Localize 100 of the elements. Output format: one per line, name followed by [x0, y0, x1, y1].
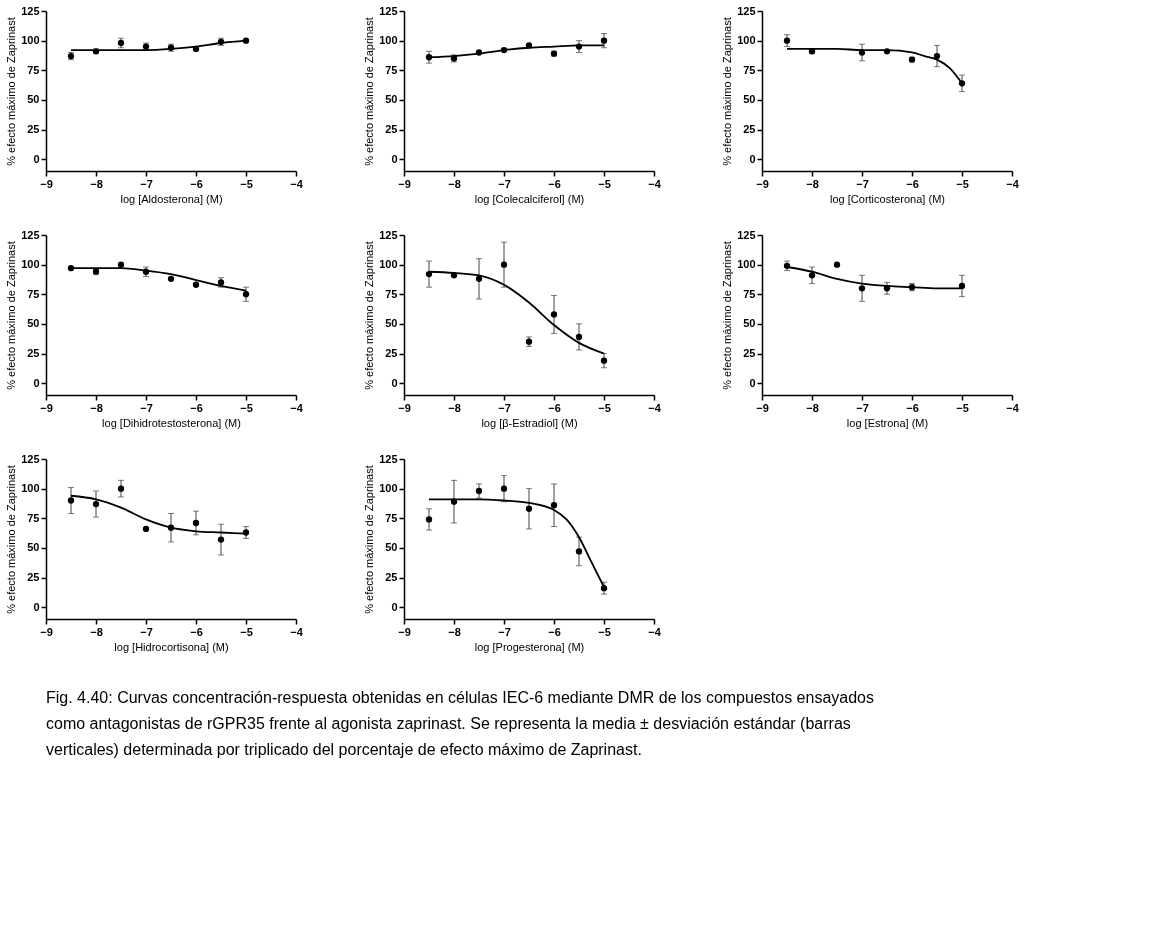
- y-tick-label: 125: [21, 452, 40, 465]
- y-tick-label: 100: [737, 258, 756, 271]
- x-axis-title: log [β-Estradiol] (M): [481, 416, 578, 429]
- y-tick-label: 125: [21, 228, 40, 241]
- y-tick-label: 125: [21, 4, 40, 17]
- y-tick-label: 50: [385, 93, 398, 106]
- x-tick-label: −9: [398, 401, 411, 414]
- y-tick-label: 50: [27, 317, 40, 330]
- x-tick-label: −5: [598, 177, 611, 190]
- y-axis-title: % efecto máximo de Zaprinast: [363, 465, 376, 614]
- y-tick-label: 50: [743, 93, 756, 106]
- x-tick-label: −9: [40, 401, 53, 414]
- x-tick-label: −6: [906, 401, 919, 414]
- x-tick-label: −8: [806, 177, 819, 190]
- x-tick-label: −4: [648, 625, 662, 638]
- y-tick-label: 75: [27, 511, 40, 524]
- x-axis-title: log [Aldosterona] (M): [120, 192, 223, 205]
- x-tick-label: −5: [240, 401, 253, 414]
- y-axis-title: % efecto máximo de Zaprinast: [721, 241, 734, 390]
- y-tick-label: 125: [379, 452, 398, 465]
- y-tick-label: 125: [737, 228, 756, 241]
- x-tick-label: −7: [498, 625, 511, 638]
- x-tick-label: −4: [290, 177, 304, 190]
- y-tick-label: 50: [385, 541, 398, 554]
- x-axis-title: log [Hidrocortisona] (M): [114, 640, 229, 653]
- x-tick-label: −7: [498, 177, 511, 190]
- x-tick-label: −5: [240, 177, 253, 190]
- x-tick-label: −5: [956, 401, 969, 414]
- y-axis-title: % efecto máximo de Zaprinast: [5, 241, 18, 390]
- x-tick-label: −7: [140, 177, 153, 190]
- x-tick-label: −8: [448, 177, 461, 190]
- x-tick-label: −9: [756, 177, 769, 190]
- y-tick-label: 75: [27, 63, 40, 76]
- y-tick-label: 75: [743, 63, 756, 76]
- x-tick-label: −7: [856, 401, 869, 414]
- x-tick-label: −9: [756, 401, 769, 414]
- y-tick-label: 0: [33, 376, 40, 389]
- y-tick-label: 100: [379, 34, 398, 47]
- x-tick-label: −6: [190, 401, 203, 414]
- y-tick-label: 0: [33, 152, 40, 165]
- x-tick-label: −7: [140, 625, 153, 638]
- x-axis-title: log [Estrona] (M): [846, 416, 929, 429]
- y-tick-label: 125: [379, 228, 398, 241]
- x-axis-title: log [Dihidrotestosterona] (M): [102, 416, 241, 429]
- x-tick-label: −6: [190, 177, 203, 190]
- x-tick-label: −7: [140, 401, 153, 414]
- y-tick-label: 25: [27, 347, 40, 360]
- x-tick-label: −8: [448, 401, 461, 414]
- y-tick-label: 75: [385, 511, 398, 524]
- y-tick-label: 50: [27, 541, 40, 554]
- y-axis-title: % efecto máximo de Zaprinast: [363, 241, 376, 390]
- x-tick-label: −4: [648, 177, 662, 190]
- caption: Fig. 4.40: Curvas concentración-respuesta obtenidas en células IEC-6 mediante DMR de los compuestos ensayados como antagonistas de rGPR35 frente al agonista zaprinast. Se representa la media ± desviación estándar (barras verticales) determinada por triplicado del porcentaje de efecto máximo de Zaprinast.: [46, 689, 874, 758]
- x-tick-label: −4: [1006, 401, 1020, 414]
- y-tick-label: 100: [21, 258, 40, 271]
- y-tick-label: 75: [385, 287, 398, 300]
- x-tick-label: −8: [806, 401, 819, 414]
- y-tick-label: 50: [27, 93, 40, 106]
- x-tick-label: −4: [1006, 177, 1020, 190]
- x-axis-title: log [Colecalciferol] (M): [474, 192, 585, 205]
- y-axis-title: % efecto máximo de Zaprinast: [5, 465, 18, 614]
- y-tick-label: 50: [385, 317, 398, 330]
- x-tick-label: −5: [956, 177, 969, 190]
- x-tick-label: −6: [548, 625, 561, 638]
- x-tick-label: −8: [90, 177, 103, 190]
- x-tick-label: −6: [548, 177, 561, 190]
- x-tick-label: −9: [398, 177, 411, 190]
- x-tick-label: −5: [598, 401, 611, 414]
- x-tick-label: −4: [648, 401, 662, 414]
- y-tick-label: 75: [385, 63, 398, 76]
- y-tick-label: 0: [749, 152, 756, 165]
- y-tick-label: 25: [743, 347, 756, 360]
- x-tick-label: −9: [40, 177, 53, 190]
- y-tick-label: 100: [21, 34, 40, 47]
- y-tick-label: 100: [379, 482, 398, 495]
- y-tick-label: 25: [27, 123, 40, 136]
- y-tick-label: 25: [385, 123, 398, 136]
- y-tick-label: 50: [743, 317, 756, 330]
- x-tick-label: −8: [448, 625, 461, 638]
- x-tick-label: −4: [290, 625, 304, 638]
- x-tick-label: −4: [290, 401, 304, 414]
- y-axis-title: % efecto máximo de Zaprinast: [5, 17, 18, 166]
- y-tick-label: 0: [749, 376, 756, 389]
- x-tick-label: −5: [240, 625, 253, 638]
- y-axis-title: % efecto máximo de Zaprinast: [363, 17, 376, 166]
- y-tick-label: 0: [391, 152, 398, 165]
- x-tick-label: −9: [398, 625, 411, 638]
- y-tick-label: 25: [27, 571, 40, 584]
- y-tick-label: 25: [385, 571, 398, 584]
- y-tick-label: 100: [737, 34, 756, 47]
- y-tick-label: 125: [737, 4, 756, 17]
- y-tick-label: 0: [391, 600, 398, 613]
- y-tick-label: 0: [33, 600, 40, 613]
- y-tick-label: 25: [743, 123, 756, 136]
- x-tick-label: −6: [906, 177, 919, 190]
- y-tick-label: 0: [391, 376, 398, 389]
- x-tick-label: −7: [856, 177, 869, 190]
- x-tick-label: −9: [40, 625, 53, 638]
- y-tick-label: 100: [21, 482, 40, 495]
- x-axis-title: log [Progesterona] (M): [474, 640, 585, 653]
